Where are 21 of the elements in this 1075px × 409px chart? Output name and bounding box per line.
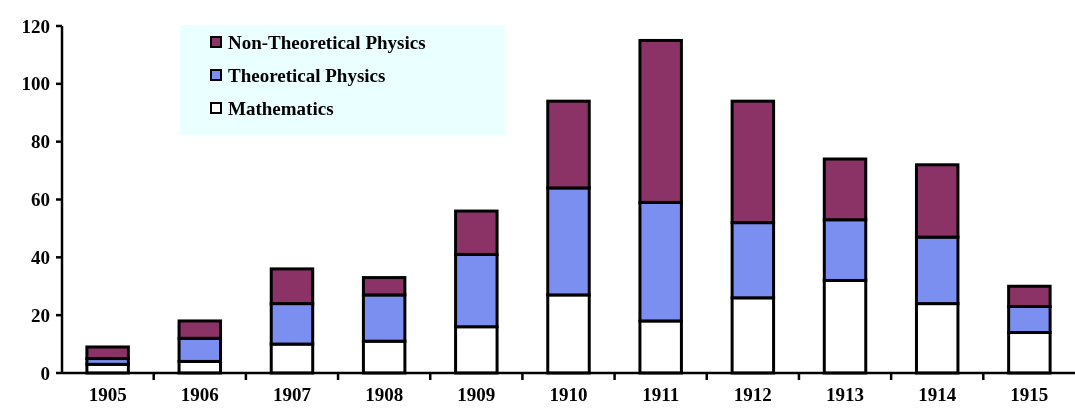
x-tick-label: 1908 (365, 384, 404, 405)
y-tick-label: 120 (21, 15, 50, 37)
legend-label: Non-Theoretical Physics (228, 31, 426, 53)
x-tick-label: 1905 (88, 384, 127, 405)
x-tick-label: 1910 (549, 384, 588, 405)
x-tick-label: 1911 (642, 384, 680, 405)
x-tick-label: 1907 (272, 384, 312, 405)
y-tick-label: 100 (21, 73, 50, 95)
x-tick-label: 1912 (733, 384, 772, 405)
x-tick-label: 1914 (918, 384, 957, 405)
legend-label: Theoretical Physics (228, 64, 386, 86)
legend-label: Mathematics (228, 97, 334, 119)
x-tick-label: 1909 (457, 384, 496, 405)
x-tick-label: 1913 (826, 384, 865, 405)
y-tick-label: 0 (40, 362, 50, 384)
x-tick-label: 1915 (1010, 384, 1049, 405)
y-tick-label: 60 (31, 189, 50, 211)
y-tick-label: 20 (31, 304, 50, 326)
y-tick-label: 80 (31, 131, 50, 153)
y-tick-label: 40 (31, 246, 50, 268)
x-tick-label: 1906 (180, 384, 219, 405)
